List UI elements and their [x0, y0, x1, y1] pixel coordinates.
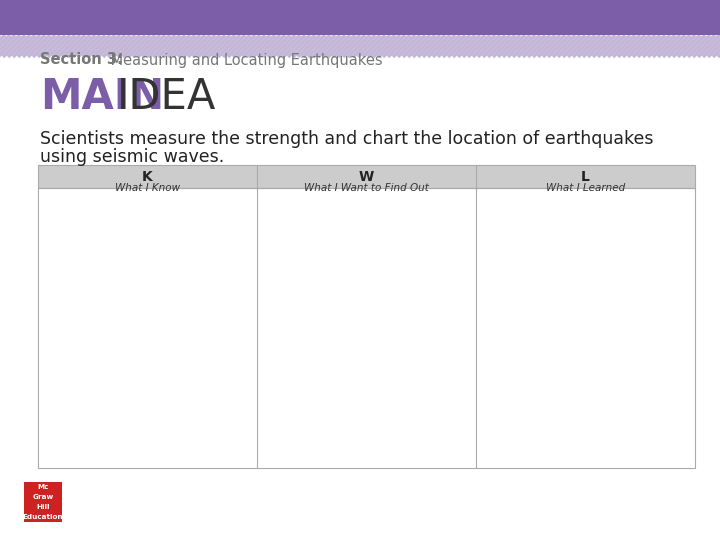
- Text: Hill: Hill: [36, 504, 50, 510]
- Text: MAIN: MAIN: [40, 76, 164, 118]
- Text: Scientists measure the strength and chart the location of earthquakes: Scientists measure the strength and char…: [40, 130, 654, 148]
- Text: Section 3:: Section 3:: [40, 52, 128, 68]
- Text: L: L: [581, 170, 590, 184]
- Text: IDEA: IDEA: [117, 76, 217, 118]
- Text: Graw: Graw: [32, 494, 53, 500]
- Text: Education: Education: [23, 514, 63, 520]
- Text: W: W: [359, 170, 374, 184]
- Bar: [0, 35, 720, 57]
- Text: Mc: Mc: [37, 484, 49, 490]
- Text: K: K: [142, 170, 153, 184]
- Text: Measuring and Locating Earthquakes: Measuring and Locating Earthquakes: [106, 52, 382, 68]
- Bar: [38, 165, 695, 188]
- Text: What I Want to Find Out: What I Want to Find Out: [304, 183, 429, 193]
- Text: What I Know: What I Know: [115, 183, 180, 193]
- Text: using seismic waves.: using seismic waves.: [40, 148, 224, 166]
- Text: What I Learned: What I Learned: [546, 183, 625, 193]
- Bar: [24, 482, 62, 522]
- Bar: [0, 0, 720, 35]
- Bar: [38, 188, 695, 468]
